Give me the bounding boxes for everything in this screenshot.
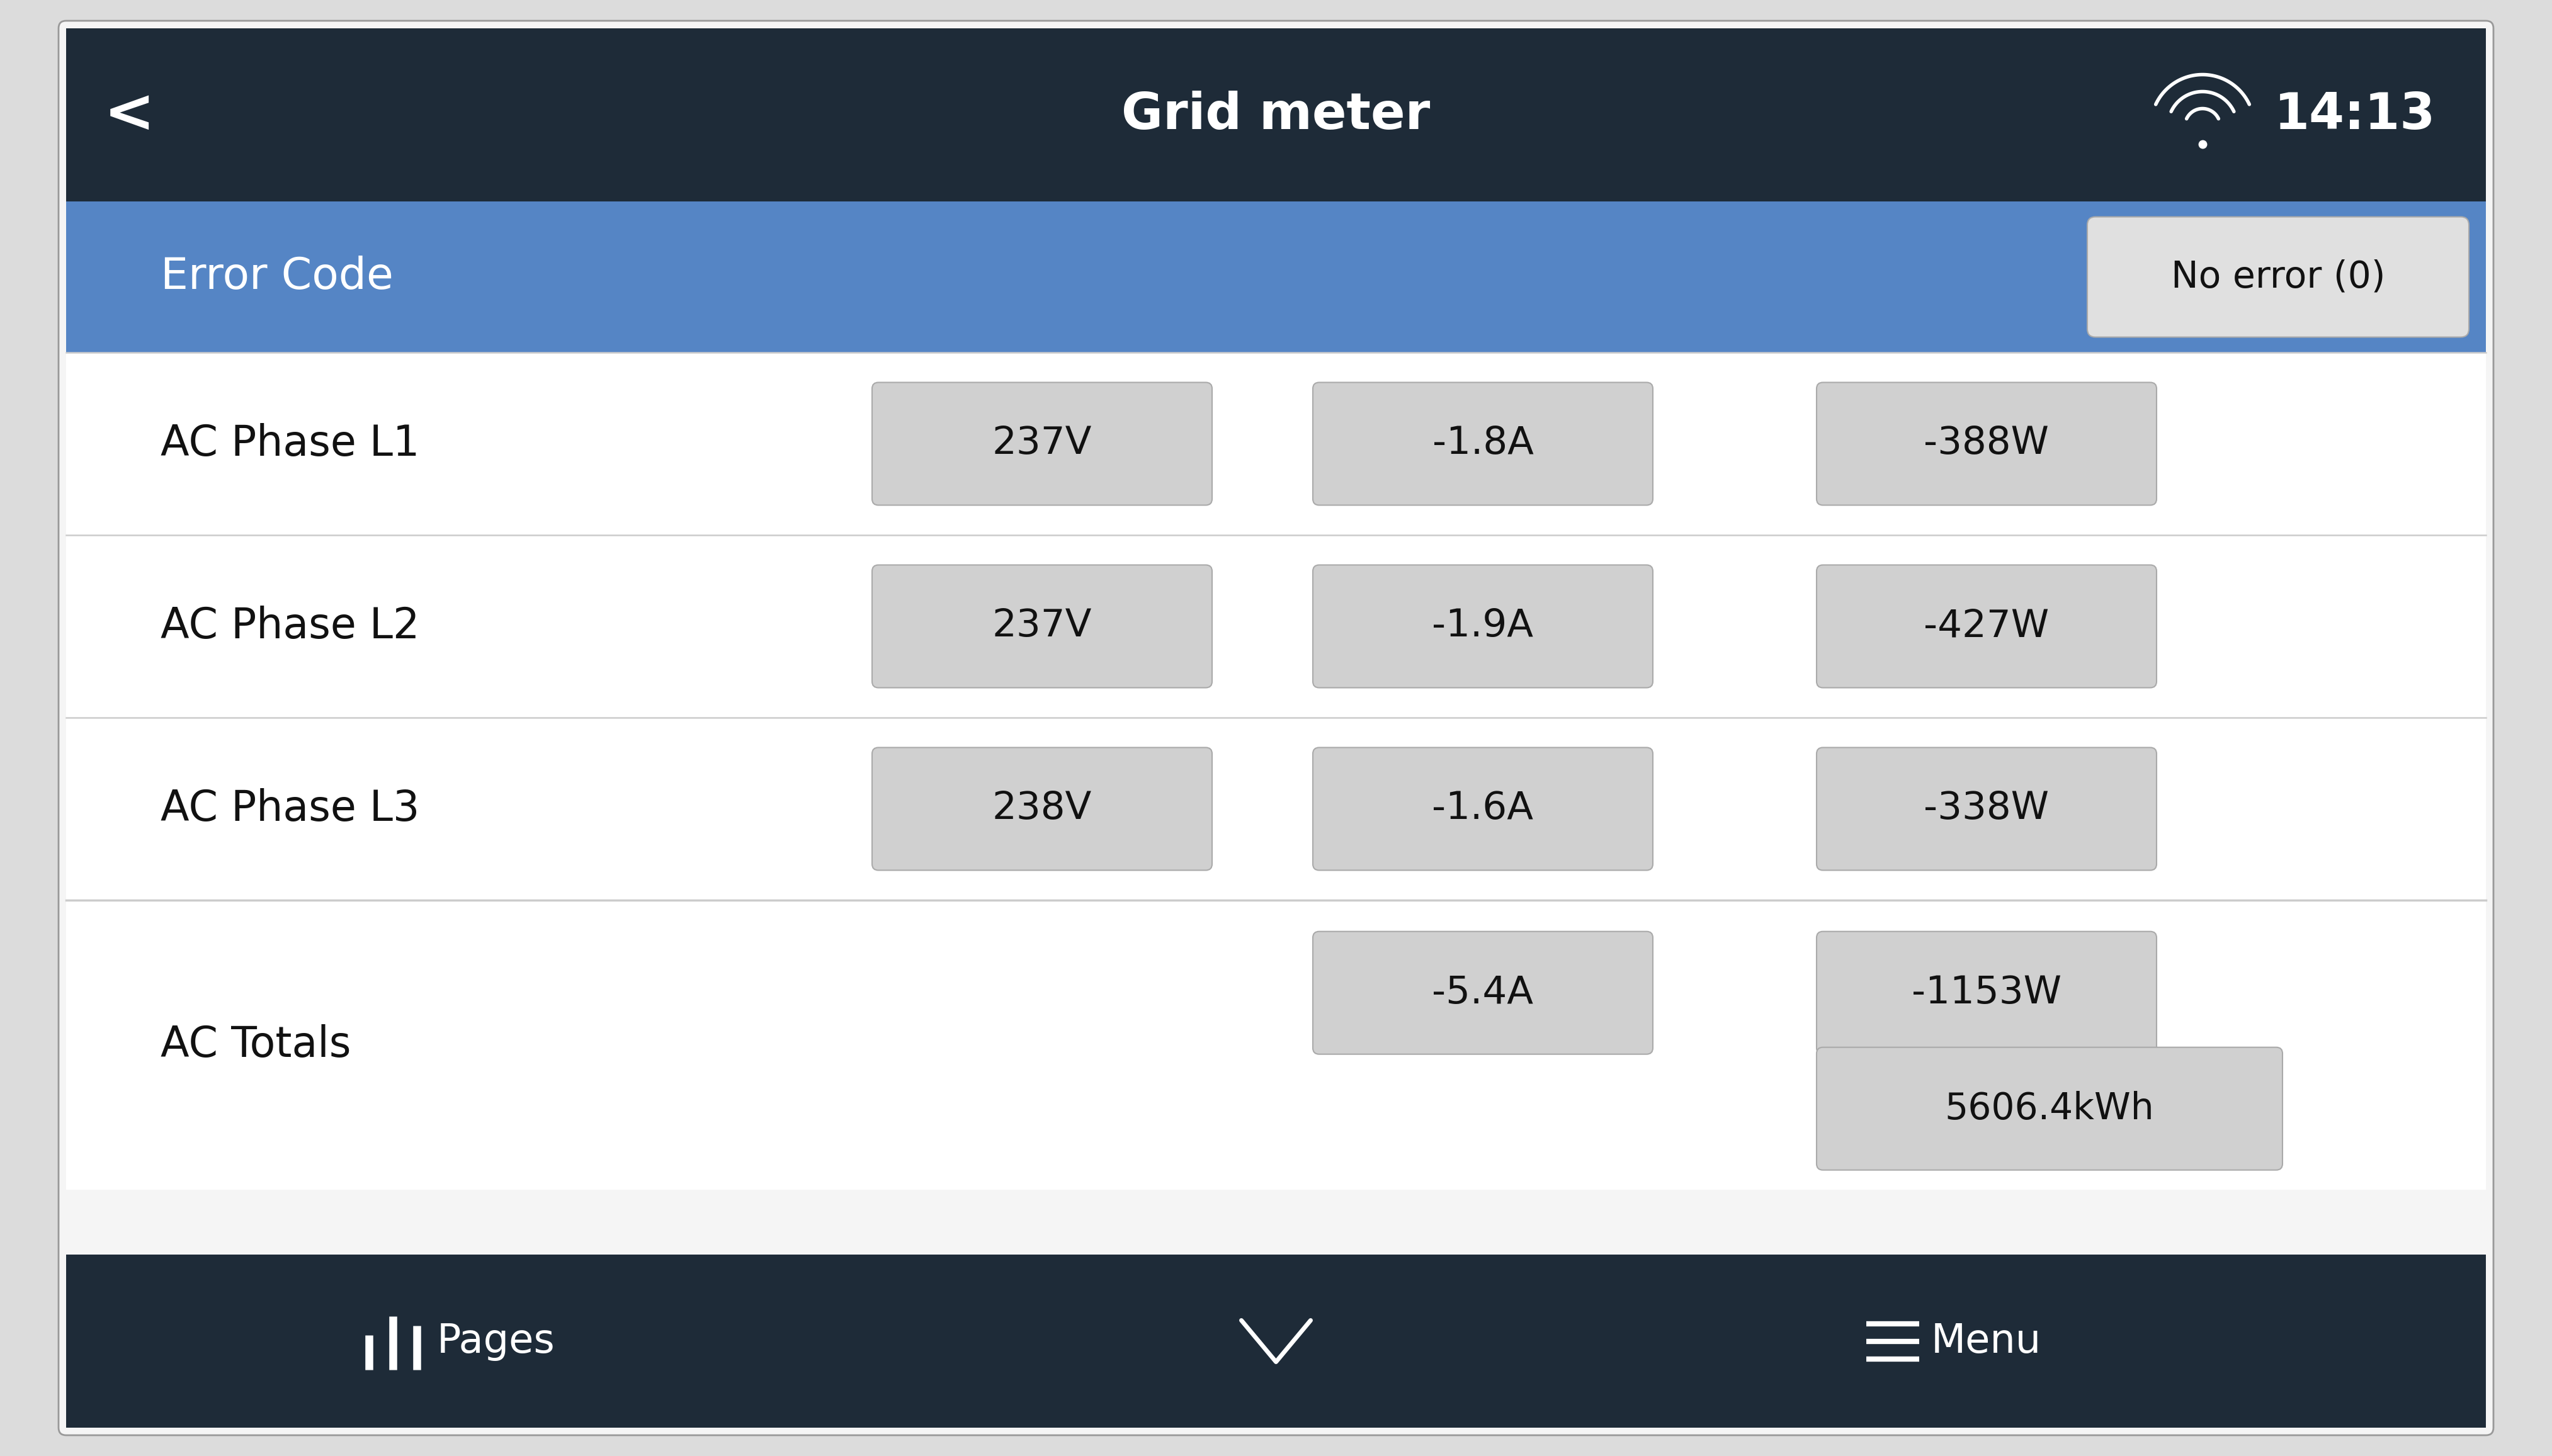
Text: 237V: 237V	[993, 425, 1092, 463]
FancyBboxPatch shape	[1312, 747, 1654, 871]
Text: AC Phase L1: AC Phase L1	[161, 424, 419, 464]
FancyBboxPatch shape	[873, 747, 1212, 871]
Bar	[66, 718, 2486, 900]
Text: -5.4A: -5.4A	[1432, 974, 1534, 1012]
Text: Error Code: Error Code	[161, 256, 393, 298]
Text: -1153W: -1153W	[1911, 974, 2062, 1012]
FancyBboxPatch shape	[1817, 1047, 2281, 1171]
Text: 14:13: 14:13	[2274, 90, 2435, 140]
Text: -1.8A: -1.8A	[1432, 425, 1534, 463]
FancyBboxPatch shape	[1817, 747, 2156, 871]
Text: -1.9A: -1.9A	[1432, 607, 1534, 645]
Text: -388W: -388W	[1924, 425, 2049, 463]
FancyBboxPatch shape	[1817, 932, 2156, 1054]
Text: <: <	[105, 86, 156, 144]
Text: Menu: Menu	[1932, 1322, 2042, 1361]
Bar	[66, 201, 2486, 352]
FancyBboxPatch shape	[59, 20, 2493, 1436]
FancyBboxPatch shape	[873, 565, 1212, 687]
Text: 238V: 238V	[993, 791, 1092, 827]
Text: 237V: 237V	[993, 607, 1092, 645]
FancyBboxPatch shape	[1817, 565, 2156, 687]
Text: AC Phase L2: AC Phase L2	[161, 606, 419, 646]
FancyBboxPatch shape	[1817, 383, 2156, 505]
Text: No error (0): No error (0)	[2172, 259, 2386, 296]
FancyBboxPatch shape	[1312, 383, 1654, 505]
Text: -427W: -427W	[1924, 607, 2049, 645]
FancyBboxPatch shape	[1312, 932, 1654, 1054]
Text: 5606.4kWh: 5606.4kWh	[1945, 1091, 2154, 1127]
Text: AC Totals: AC Totals	[161, 1024, 352, 1066]
Text: Pages: Pages	[436, 1322, 556, 1361]
Text: -1.6A: -1.6A	[1432, 791, 1534, 827]
FancyBboxPatch shape	[2088, 217, 2468, 338]
Bar	[66, 900, 2486, 1190]
Bar	[66, 28, 2486, 201]
Bar	[66, 534, 2486, 718]
Text: Grid meter: Grid meter	[1123, 90, 1429, 140]
Text: AC Phase L3: AC Phase L3	[161, 788, 419, 830]
Bar	[66, 1255, 2486, 1428]
Text: -338W: -338W	[1924, 791, 2049, 827]
FancyBboxPatch shape	[1312, 565, 1654, 687]
Bar	[66, 352, 2486, 534]
FancyBboxPatch shape	[873, 383, 1212, 505]
